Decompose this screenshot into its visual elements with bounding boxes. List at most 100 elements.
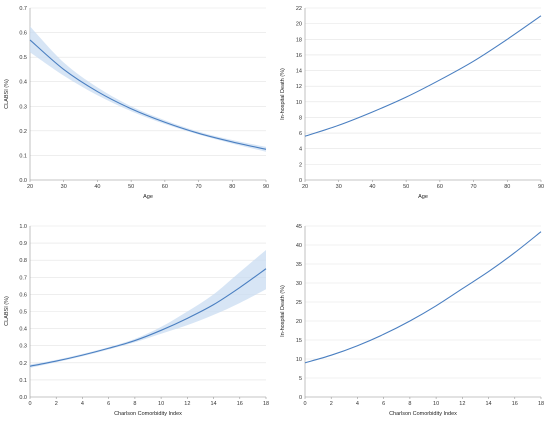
data-point [331, 355, 332, 356]
data-point [213, 304, 214, 305]
x-axis-label: Charlson Comorbidity Index [114, 411, 182, 417]
data-point [436, 305, 437, 306]
x-tick-label: 0 [303, 401, 306, 407]
x-tick-label: 80 [504, 184, 510, 190]
x-tick-label: 0 [28, 401, 31, 407]
y-tick-label: 0.6 [19, 292, 27, 298]
y-tick-label: 0.2 [19, 129, 27, 135]
y-tick-label: 0.9 [19, 241, 27, 247]
data-point [304, 136, 305, 137]
y-tick-label: 0.3 [19, 104, 27, 110]
data-point [265, 268, 266, 269]
series-line [304, 231, 542, 364]
x-tick-label: 14 [485, 401, 491, 407]
x-tick-label: 8 [408, 401, 411, 407]
x-tick-label: 60 [162, 184, 168, 190]
x-tick-label: 16 [237, 401, 243, 407]
x-tick-label: 4 [356, 401, 359, 407]
y-tick-label: 5 [299, 376, 302, 382]
x-tick-label: 90 [538, 184, 544, 190]
x-tick-label: 4 [81, 401, 84, 407]
x-tick-label: 10 [158, 401, 164, 407]
y-tick-label: 35 [296, 262, 302, 268]
data-point [82, 355, 83, 356]
data-point [134, 340, 135, 341]
x-tick-label: 50 [403, 184, 409, 190]
y-tick-label: 45 [296, 224, 302, 230]
data-point [161, 330, 162, 331]
y-axis-label: In-hospital Death (%) [280, 285, 286, 337]
data-point [164, 122, 165, 123]
y-tick-label: 0.5 [19, 310, 27, 316]
x-tick-label: 12 [459, 401, 465, 407]
data-point [409, 320, 410, 321]
data-point [239, 287, 240, 288]
y-tick-label: 1.0 [19, 224, 27, 230]
x-tick-label: 2 [330, 401, 333, 407]
data-point [63, 69, 64, 70]
x-tick-label: 40 [369, 184, 375, 190]
y-tick-label: 0.7 [19, 6, 27, 12]
data-point [304, 362, 305, 363]
x-tick-label: 60 [437, 184, 443, 190]
y-tick-label: 0.8 [19, 258, 27, 264]
x-tick-label: 12 [184, 401, 190, 407]
y-tick-label: 0 [299, 178, 302, 184]
data-point [187, 318, 188, 319]
confidence-band [30, 26, 266, 152]
data-point [406, 97, 407, 98]
data-point [232, 141, 233, 142]
data-point [473, 61, 474, 62]
y-tick-label: 0.2 [19, 361, 27, 367]
y-tick-label: 0 [299, 395, 302, 401]
data-point [383, 334, 384, 335]
data-point [56, 360, 57, 361]
data-point [540, 15, 541, 16]
y-axis-label: CLABSI (%) [4, 296, 10, 326]
x-tick-label: 10 [433, 401, 439, 407]
data-point [540, 231, 541, 232]
y-tick-label: 2 [299, 162, 302, 168]
y-tick-label: 0.0 [19, 178, 27, 184]
x-tick-label: 18 [538, 401, 544, 407]
y-tick-label: 6 [299, 131, 302, 137]
y-axis-label: CLABSI (%) [4, 79, 10, 109]
y-tick-label: 10 [296, 100, 302, 106]
y-tick-label: 30 [296, 281, 302, 287]
series-line [304, 15, 542, 137]
series-line [29, 39, 267, 150]
data-point [338, 125, 339, 126]
y-tick-label: 0.1 [19, 153, 27, 159]
y-tick-label: 25 [296, 300, 302, 306]
chart-panel-3: 0.0 0.1 0.2 0.3 0.4 0.5 0.6 0.7 0.8 0.9 1.0 0 2 4 6 8 10… [4, 224, 269, 417]
chart-panel-2: 0 2 4 6 8 10 12 14 16 18 20 22 20 30 40 50 60 70 80 90 Age In… [280, 6, 544, 200]
y-tick-label: 0.4 [19, 80, 27, 86]
data-point [108, 348, 109, 349]
x-tick-label: 70 [471, 184, 477, 190]
data-point [29, 39, 30, 40]
x-tick-label: 6 [382, 401, 385, 407]
y-tick-label: 10 [296, 357, 302, 363]
y-tick-label: 8 [299, 115, 302, 121]
y-tick-label: 22 [296, 6, 302, 12]
x-tick-label: 8 [133, 401, 136, 407]
y-tick-label: 0.3 [19, 344, 27, 350]
y-tick-label: 12 [296, 84, 302, 90]
x-tick-label: 20 [302, 184, 308, 190]
data-point [514, 252, 515, 253]
y-tick-label: 0.0 [19, 395, 27, 401]
y-tick-label: 0.6 [19, 31, 27, 37]
y-tick-label: 14 [296, 69, 302, 75]
y-axis-label: In-hospital Death (%) [280, 68, 286, 120]
y-tick-label: 0.5 [19, 55, 27, 61]
data-point [372, 111, 373, 112]
x-tick-label: 30 [336, 184, 342, 190]
series-line [29, 268, 267, 367]
x-axis-label: Age [418, 194, 428, 200]
y-tick-label: 20 [296, 22, 302, 28]
y-tick-label: 4 [299, 147, 302, 153]
y-tick-label: 0.4 [19, 327, 27, 333]
x-tick-label: 6 [107, 401, 110, 407]
y-tick-label: 20 [296, 319, 302, 325]
x-tick-label: 14 [210, 401, 216, 407]
